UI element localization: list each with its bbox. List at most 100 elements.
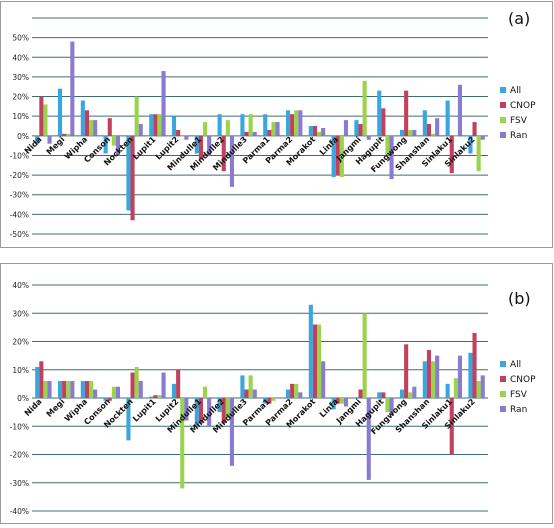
bar-fsv — [408, 129, 413, 136]
bar-all — [377, 90, 382, 136]
bar-cnop — [221, 135, 226, 172]
bar-fsv — [43, 381, 48, 398]
panel-label: (b) — [508, 289, 531, 308]
bar-fsv — [248, 114, 253, 136]
legend-swatch — [500, 117, 506, 123]
bar-fsv — [157, 395, 162, 398]
bar-ran — [389, 398, 394, 415]
bar-cnop — [381, 108, 386, 136]
bar-ran — [93, 120, 98, 136]
bar-cnop — [449, 135, 454, 174]
bar-fsv — [385, 398, 390, 413]
bar-fsv — [134, 96, 139, 136]
bar-ran — [366, 135, 371, 140]
bar-all — [194, 398, 199, 427]
bar-ran — [252, 389, 257, 398]
bar-all — [57, 88, 63, 136]
chart-panel-0: 50%40%30%20%10%0%-10%-20%-30%-40%-50%Nid… — [0, 1, 553, 248]
bar-ran — [70, 41, 75, 136]
bar-fsv — [89, 381, 94, 398]
bar-all — [468, 352, 473, 398]
bar-all — [217, 398, 222, 413]
bar-ran — [138, 381, 143, 398]
bar-cnop — [244, 131, 249, 136]
bar-fsv — [317, 324, 322, 398]
legend-swatch — [500, 361, 506, 367]
bar-cnop — [153, 395, 158, 398]
legend-swatch — [500, 132, 506, 138]
bar-fsv — [66, 381, 71, 398]
bar-ran — [161, 372, 166, 398]
y-tick-label: 10% — [12, 366, 29, 375]
bar-ran — [161, 71, 166, 136]
bar-fsv — [271, 398, 276, 401]
bar-cnop — [130, 135, 135, 221]
y-tick-label: 0% — [17, 132, 29, 141]
y-tick-label: 40% — [12, 53, 29, 62]
bar-all — [126, 398, 131, 441]
bar-all — [149, 114, 154, 136]
bar-all — [354, 120, 359, 136]
legend-label: All — [510, 360, 521, 370]
bar-fsv — [43, 104, 48, 136]
bar-all — [80, 381, 85, 398]
bar-cnop — [426, 349, 431, 398]
bar-cnop — [107, 398, 112, 401]
y-tick-label: -10% — [10, 422, 29, 431]
y-tick-label: 30% — [12, 73, 29, 82]
bar-ran — [321, 127, 326, 136]
legend-swatch — [500, 102, 506, 108]
y-tick-label: 50% — [12, 34, 29, 43]
bar-ran — [435, 355, 440, 399]
bar-all — [399, 129, 405, 136]
bar-cnop — [449, 398, 454, 455]
legend-label: FSV — [510, 390, 528, 400]
bar-cnop — [381, 392, 386, 398]
legend-swatch — [500, 376, 506, 382]
bar-all — [57, 381, 63, 398]
bar-cnop — [39, 96, 44, 136]
bar-ran — [229, 135, 234, 187]
bar-fsv — [362, 313, 367, 398]
bar-fsv — [294, 110, 299, 136]
y-tick-label: 20% — [12, 338, 29, 347]
bar-all — [422, 110, 427, 136]
bar-ran — [184, 398, 189, 421]
bar-cnop — [62, 133, 67, 136]
bar-fsv — [385, 135, 390, 156]
bar-cnop — [267, 398, 272, 404]
legend-label: FSV — [510, 116, 528, 126]
bar-fsv — [453, 135, 458, 137]
bar-cnop — [404, 90, 409, 136]
bar-ran — [321, 361, 326, 398]
bar-fsv — [453, 378, 458, 398]
bar-ran — [275, 398, 280, 399]
y-tick-label: -10% — [10, 151, 29, 160]
bar-fsv — [180, 398, 185, 489]
legend-label: Ran — [510, 131, 527, 141]
bar-cnop — [312, 324, 317, 398]
bar-fsv — [203, 386, 208, 398]
bar-cnop — [472, 333, 477, 398]
bar-cnop — [244, 389, 249, 398]
y-tick-label: -30% — [10, 479, 29, 488]
bar-cnop — [335, 398, 340, 404]
bar-ran — [457, 84, 462, 136]
bar-fsv — [89, 120, 94, 136]
bar-cnop — [198, 135, 203, 160]
bar-ran — [298, 392, 303, 398]
bar-fsv — [203, 122, 208, 136]
bar-all — [308, 126, 313, 136]
bar-all — [468, 135, 473, 154]
bar-ran — [93, 389, 98, 398]
legend-swatch — [500, 87, 506, 93]
panel-label: (a) — [508, 9, 530, 28]
bar-fsv — [180, 135, 185, 137]
bar-fsv — [271, 122, 276, 136]
bar-ran — [298, 110, 303, 136]
bar-all — [285, 389, 291, 398]
bar-all — [377, 392, 382, 398]
bar-fsv — [134, 366, 139, 398]
bar-ran — [366, 398, 371, 480]
